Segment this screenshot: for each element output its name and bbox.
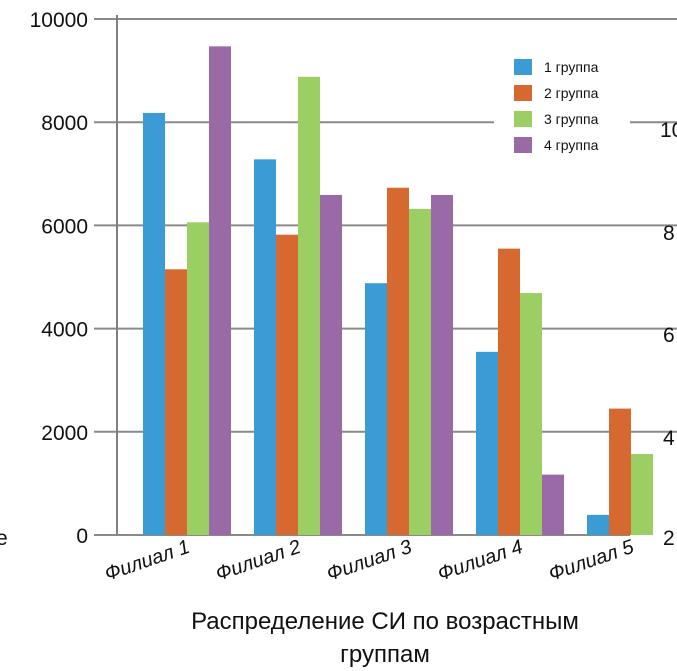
- x-category-label: Филиал 3: [324, 536, 415, 586]
- edge-label-right-1: 10: [660, 119, 677, 142]
- bar-4-3: [520, 292, 542, 535]
- edge-label-right-3: 6: [663, 324, 675, 347]
- y-tick-label: 0: [76, 525, 88, 548]
- x-axis-title-line-1: Распределение СИ по возрастным: [191, 608, 579, 635]
- legend-swatch-4: [514, 137, 532, 153]
- x-category-label: Филиал 1: [102, 536, 193, 586]
- y-tick-label: 4000: [41, 319, 88, 342]
- bar-2-1: [254, 159, 276, 536]
- legend-swatch-1: [514, 59, 532, 75]
- edge-label-right-4: 4: [663, 427, 675, 450]
- bar-3-4: [431, 194, 453, 535]
- y-tick-label: 6000: [41, 215, 88, 238]
- bar-3-2: [387, 187, 409, 535]
- x-category-label: Филиал 4: [435, 536, 526, 586]
- edge-label-right-2: 8: [663, 222, 675, 245]
- bar-1-1: [143, 112, 165, 536]
- bar-5-1: [587, 514, 609, 535]
- y-tick-labels: 0 2000 4000 6000 8000 10000: [30, 9, 88, 548]
- y-tick-label: 10000: [30, 9, 88, 32]
- clipped-neighbor-fragments: 10 8 6 4 2 е: [0, 119, 677, 550]
- legend-swatch-3: [514, 111, 532, 127]
- bar-3-3: [409, 208, 431, 535]
- bar-2-4: [320, 194, 342, 535]
- x-category-label: Филиал 5: [546, 536, 637, 586]
- bar-5-2: [609, 408, 631, 535]
- bar-1-4: [209, 46, 231, 536]
- bar-2-3: [298, 76, 320, 536]
- x-category-label: Филиал 2: [213, 536, 304, 586]
- bar-4-1: [476, 351, 498, 535]
- legend-swatch-2: [514, 85, 532, 101]
- bar-3-1: [365, 283, 387, 535]
- bar-4-4: [542, 474, 564, 535]
- edge-label-left: е: [0, 527, 8, 550]
- bar-5-3: [631, 453, 653, 535]
- legend-label-4: 4 группа: [544, 137, 599, 153]
- x-axis-title-line-2: группам: [340, 641, 430, 668]
- x-category-labels: Филиал 1 Филиал 2 Филиал 3 Филиал 4 Филиал 5: [102, 536, 637, 586]
- bar-4-2: [498, 248, 520, 535]
- legend: 1 группа 2 группа 3 группа 4 группа: [494, 52, 630, 190]
- edge-label-right-5: 2: [663, 527, 675, 550]
- legend-label-3: 3 группа: [544, 111, 599, 127]
- y-tick-label: 8000: [41, 112, 88, 135]
- bars: [143, 46, 653, 536]
- y-tick-label: 2000: [41, 422, 88, 445]
- legend-label-1: 1 группа: [544, 59, 599, 75]
- bar-2-2: [276, 234, 298, 536]
- bar-1-2: [165, 269, 187, 535]
- legend-label-2: 2 группа: [544, 85, 599, 101]
- bar-1-3: [187, 222, 209, 535]
